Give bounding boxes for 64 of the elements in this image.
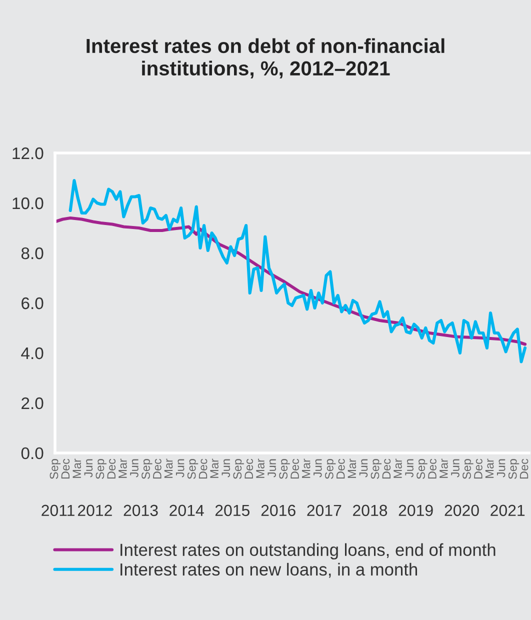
x-tick-label: Dec (336, 458, 345, 479)
x2-tick-label: 2014 (170, 504, 204, 516)
x-tick-label: Sep (142, 459, 152, 479)
x-tick-label: Sep (508, 459, 520, 479)
x2-tick-label: 2018 (353, 504, 388, 516)
x-tick-label: Mar (164, 458, 173, 478)
x2-tick-label: 2020 (444, 504, 479, 516)
x-tick-label: Dec (474, 458, 482, 479)
x-tick-label: Sep (370, 459, 382, 479)
x-tick-label: Dec (61, 458, 70, 479)
x-tick-label: Mar (72, 458, 82, 478)
x2-tick-label: 2019 (398, 504, 433, 516)
x-tick-label: Dec (290, 458, 299, 479)
y-tick-label: 10.0 (12, 197, 44, 210)
y-tick-label: 12.0 (12, 147, 44, 160)
x-tick-label: Sep (233, 459, 244, 479)
y-tick-label: 0.0 (21, 447, 44, 460)
y-tick-label: 4.0 (21, 347, 44, 360)
x-tick-label: Jun (359, 459, 368, 478)
x2-tick-label: 2015 (215, 504, 250, 516)
line-series (68, 178, 527, 364)
x-tick-label: Dec (107, 458, 116, 479)
y-tick-label: 2.0 (22, 397, 44, 410)
x-tick-label: Mar (394, 458, 402, 478)
x2-tick-label: 2017 (307, 504, 342, 516)
x-tick-label: Sep (416, 459, 428, 479)
x-tick-label: Jun (496, 459, 506, 478)
x-tick-label: Jun (84, 459, 93, 478)
x2-tick-label: 2013 (124, 504, 158, 516)
x2-tick-label: 2012 (78, 504, 112, 516)
x-tick-label: Mar (485, 458, 494, 478)
x-tick-label: Mar (210, 458, 218, 478)
x-tick-label: Jun (405, 459, 414, 478)
x2-tick-label: 2021 (490, 504, 525, 516)
x-tick-label: Sep (279, 459, 290, 479)
x-tick-label: Dec (198, 458, 208, 479)
y-tick-label: 6.0 (22, 297, 44, 310)
x-tick-label: Mar (348, 458, 356, 478)
chart-title: Interest rates on debt of non-financial institutions, %, 2012–2021 (86, 38, 444, 78)
x-tick-label: Dec (520, 458, 528, 479)
x-tick-label: Dec (244, 458, 254, 479)
y-tick-label: 8.0 (21, 247, 44, 260)
x-tick-label: Dec (428, 458, 436, 479)
x2-tick-label: 2011 (42, 504, 74, 516)
x-tick-label: Dec (153, 458, 162, 479)
x-tick-label: Jun (176, 459, 184, 478)
legend-label: Interest rates on outstanding loans, end of month (120, 543, 496, 560)
x-tick-label: Sep (187, 459, 198, 479)
x-tick-label: Mar (256, 458, 264, 478)
x-tick-label: Sep (325, 459, 336, 479)
x-tick-label: Mar (440, 458, 448, 478)
x-tick-label: Jun (314, 459, 322, 478)
x-tick-label: Sep (462, 459, 474, 479)
x-tick-label: Mar (302, 458, 310, 478)
x-tick-label: Jun (130, 459, 138, 478)
x-tick-label: Dec (382, 458, 391, 479)
x-tick-label: Sep (96, 459, 106, 479)
x-tick-label: Mar (118, 458, 127, 478)
x-tick-label: Jun (268, 459, 276, 478)
x-tick-label: Sep (50, 459, 61, 479)
x-tick-label: Jun (451, 459, 460, 478)
x-tick-label: Jun (222, 459, 230, 478)
legend-label: Interest rates on new loans, in a month (120, 562, 418, 578)
x2-tick-label: 2016 (261, 504, 296, 516)
